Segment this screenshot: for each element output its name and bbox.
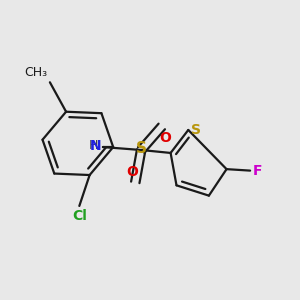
Text: S: S — [191, 123, 201, 137]
Text: O: O — [126, 165, 138, 179]
Text: CH₃: CH₃ — [24, 66, 47, 79]
Text: H: H — [89, 139, 98, 152]
Text: Cl: Cl — [72, 209, 87, 223]
Text: F: F — [253, 164, 262, 178]
Text: S: S — [136, 141, 147, 156]
Text: O: O — [159, 131, 171, 145]
Text: N: N — [90, 139, 101, 153]
